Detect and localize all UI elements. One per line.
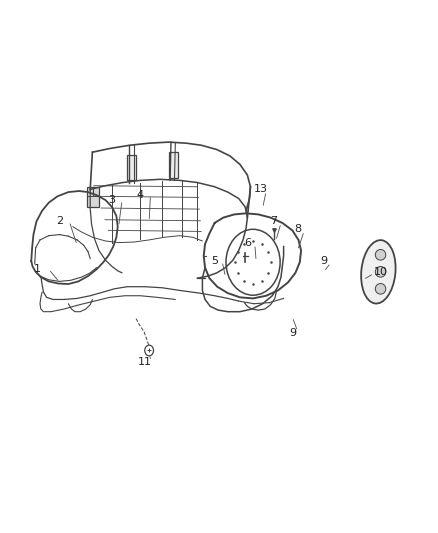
Text: 9: 9 [320, 256, 327, 266]
Text: 2: 2 [56, 216, 63, 227]
FancyBboxPatch shape [127, 155, 137, 180]
Ellipse shape [375, 249, 386, 260]
Text: 7: 7 [270, 216, 277, 227]
Ellipse shape [361, 240, 396, 303]
Ellipse shape [375, 266, 386, 277]
Text: 4: 4 [137, 190, 144, 200]
Ellipse shape [375, 284, 386, 294]
Text: 11: 11 [138, 357, 152, 367]
Text: 5: 5 [211, 256, 218, 266]
Text: 6: 6 [244, 238, 251, 247]
Text: 9: 9 [290, 328, 297, 338]
Text: 3: 3 [109, 195, 116, 205]
Text: 1: 1 [34, 264, 41, 274]
FancyBboxPatch shape [87, 187, 99, 207]
Text: 10: 10 [374, 267, 388, 277]
Text: 13: 13 [254, 184, 268, 195]
Text: 8: 8 [294, 224, 301, 235]
FancyBboxPatch shape [169, 152, 178, 177]
